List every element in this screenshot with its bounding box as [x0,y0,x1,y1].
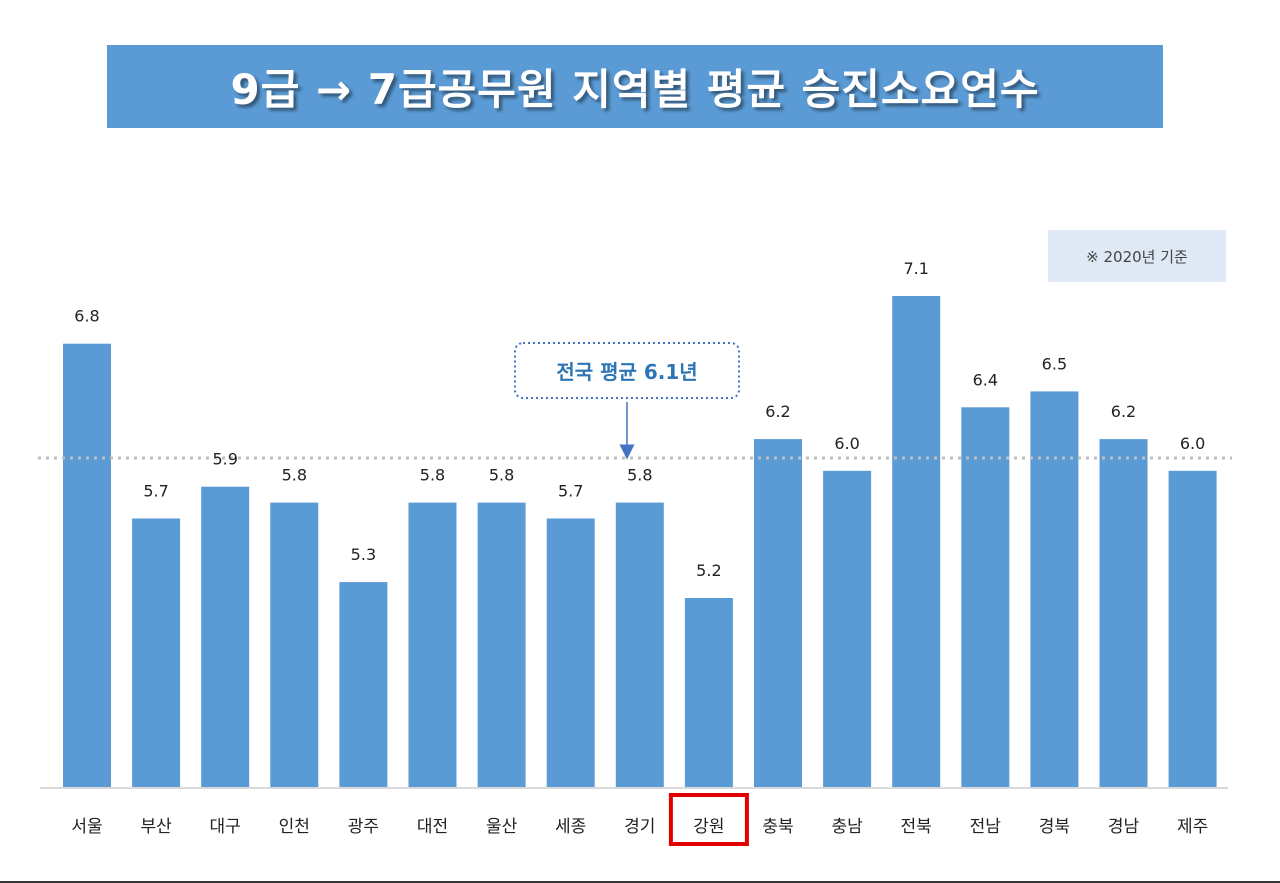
category-label-서울: 서울 [71,817,102,837]
value-label-전남: 6.4 [973,370,998,389]
bars-group [40,296,1228,789]
chart-title: 9급 → 7급공무원 지역별 평균 승진소요연수 [230,65,1040,114]
value-label-서울: 6.8 [74,307,99,326]
value-label-전북: 7.1 [903,259,928,278]
average-callout-box [514,342,740,399]
category-label-광주: 광주 [348,817,379,837]
bar-경북 [1030,391,1079,788]
value-label-울산: 5.8 [489,466,514,485]
bar-부산 [132,518,181,788]
value-label-대구: 5.9 [212,450,237,469]
value-label-대전: 5.8 [420,466,445,485]
category-label-대전: 대전 [417,817,448,837]
value-label-인천: 5.8 [282,466,307,485]
value-label-충북: 6.2 [765,402,790,421]
bar-대전 [408,502,457,788]
bar-세종 [546,518,595,788]
bottom-divider [0,881,1280,883]
average-group: 전국 평균 6.1년 [38,342,1232,460]
note-badge: ※ 2020년 기준 [1048,230,1226,282]
category-label-경기: 경기 [624,817,655,837]
category-label-세종: 세종 [555,817,586,837]
bar-전남 [961,407,1010,788]
labels-group: 6.8 서울 5.7 부산 5.9 대구 5.8 인천 5.3 광주 5.8 대전 5.8 울산 5.7 세종… [71,259,1208,846]
category-label-경북: 경북 [1039,817,1070,837]
value-label-경북: 6.5 [1042,354,1067,373]
category-label-충남: 충남 [831,817,863,837]
value-label-강원: 5.2 [696,561,721,580]
category-label-제주: 제주 [1177,817,1208,837]
category-label-대구: 대구 [210,817,241,837]
value-label-경기: 5.8 [627,466,652,485]
category-label-인천: 인천 [279,817,310,837]
bar-인천 [270,502,319,788]
bar-강원 [684,598,733,788]
average-callout-label: 전국 평균 6.1년 [556,360,697,384]
value-label-충남: 6.0 [834,434,859,453]
category-label-충북: 충북 [762,817,793,837]
bar-전북 [892,296,941,788]
bar-경기 [615,502,664,788]
category-label-경남: 경남 [1108,817,1140,837]
bar-충남 [823,470,872,788]
bar-서울 [63,343,111,788]
category-label-강원: 강원 [693,817,724,837]
bar-대구 [201,486,250,788]
highlight-box-강원 [668,793,749,846]
bar-제주 [1168,470,1217,788]
value-label-제주: 6.0 [1180,434,1205,453]
bar-광주 [339,582,388,788]
title-banner: 9급 → 7급공무원 지역별 평균 승진소요연수 [107,45,1163,128]
value-label-광주: 5.3 [351,545,376,564]
bar-충북 [754,439,802,788]
category-label-전북: 전북 [901,817,932,837]
note-text: ※ 2020년 기준 [1086,247,1188,266]
bar-울산 [477,502,526,788]
category-label-전남: 전남 [970,817,1002,837]
value-label-부산: 5.7 [143,482,168,501]
category-label-울산: 울산 [486,817,518,837]
category-label-부산: 부산 [140,817,172,837]
bar-경남 [1099,439,1148,788]
value-label-세종: 5.7 [558,482,583,501]
value-label-경남: 6.2 [1111,402,1136,421]
